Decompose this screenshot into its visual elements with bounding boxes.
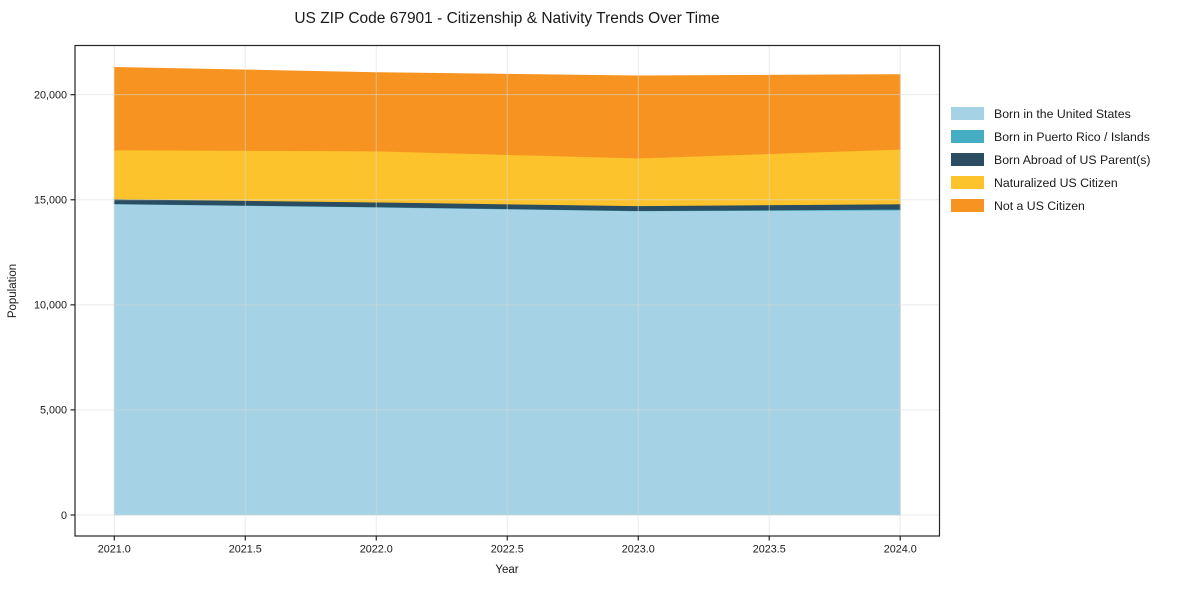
x-tick-label: 2021.0 xyxy=(98,544,131,556)
y-axis-label: Population xyxy=(7,264,19,318)
legend-swatch-icon xyxy=(951,107,984,120)
x-tick-label: 2022.0 xyxy=(360,544,393,556)
x-tick-label: 2024.0 xyxy=(884,544,917,556)
legend-item: Born Abroad of US Parent(s) xyxy=(951,148,1151,171)
legend-item: Born in the United States xyxy=(951,102,1151,125)
legend-swatch-icon xyxy=(951,130,984,143)
x-tick-label: 2022.5 xyxy=(491,544,524,556)
legend-swatch-icon xyxy=(951,199,984,212)
legend: Born in the United States Born in Puerto… xyxy=(951,102,1151,217)
legend-item-label: Born Abroad of US Parent(s) xyxy=(994,152,1151,167)
y-tick-label: 20,000 xyxy=(34,89,67,101)
x-tick-label: 2021.5 xyxy=(229,544,262,556)
legend-item-label: Born in Puerto Rico / Islands xyxy=(994,129,1150,144)
y-tick-label: 0 xyxy=(61,510,67,522)
legend-item: Born in Puerto Rico / Islands xyxy=(951,125,1151,148)
y-tick-label: 15,000 xyxy=(34,195,67,207)
legend-item-label: Naturalized US Citizen xyxy=(994,175,1118,190)
x-tick-label: 2023.5 xyxy=(753,544,786,556)
legend-swatch-icon xyxy=(951,176,984,189)
chart-title: US ZIP Code 67901 - Citizenship & Nativi… xyxy=(294,10,719,27)
legend-item-label: Not a US Citizen xyxy=(994,198,1085,213)
y-tick-label: 5,000 xyxy=(40,405,67,417)
legend-item: Not a US Citizen xyxy=(951,194,1151,217)
legend-item-label: Born in the United States xyxy=(994,106,1131,121)
legend-item: Naturalized US Citizen xyxy=(951,171,1151,194)
y-tick-label: 10,000 xyxy=(34,300,67,312)
x-axis-label: Year xyxy=(495,564,518,576)
x-tick-label: 2023.0 xyxy=(622,544,655,556)
legend-swatch-icon xyxy=(951,153,984,166)
